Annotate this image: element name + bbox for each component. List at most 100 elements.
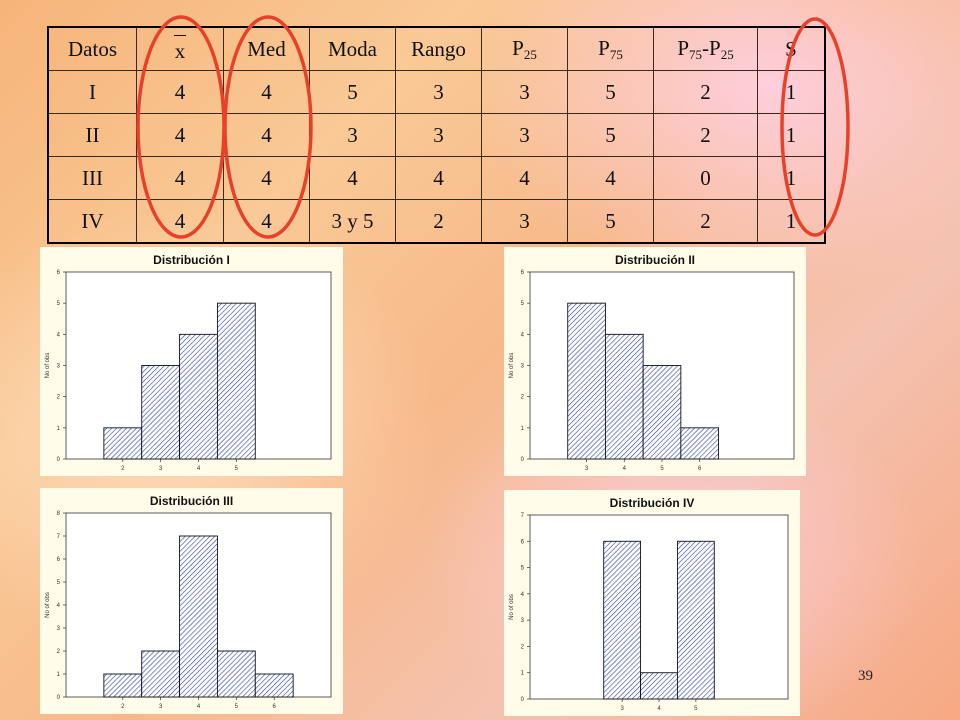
y-axis-label: No of obs (45, 353, 51, 379)
y-tick-label: 1 (57, 426, 61, 432)
x-tick-label: 5 (235, 466, 239, 472)
cell-iqr: 0 (653, 156, 758, 200)
histogram-distribucion-4: Distribución IV No of obs 0 1 2 3 4 5 6 7 3 4 5 (509, 496, 789, 712)
y-tick-label: 5 (521, 301, 525, 307)
y-tick-label: 6 (57, 557, 61, 563)
cell-iqr: 2 (653, 113, 758, 157)
cell-mean: 4 (136, 113, 224, 157)
y-tick-label: 6 (521, 270, 525, 276)
chart-title: Distribución II (615, 253, 695, 267)
cell-s: 1 (757, 199, 826, 244)
cell-med: 4 (223, 199, 310, 244)
x-tick-label: 3 (620, 706, 624, 712)
cell-p75: 5 (567, 199, 654, 244)
histogram-bar (179, 535, 218, 698)
histogram-bar (603, 540, 642, 700)
cell-datos: II (47, 113, 137, 157)
x-tick-label: 3 (159, 466, 163, 472)
x-tick-label: 6 (273, 704, 277, 710)
y-tick-label: 3 (521, 618, 525, 624)
y-axis-label: No of obs (509, 353, 515, 379)
y-tick-label: 0 (57, 457, 61, 463)
cell-s: 1 (757, 70, 826, 114)
x-tick-label: 3 (585, 466, 589, 472)
page-number: 39 (858, 668, 873, 684)
x-tick-label: 4 (657, 706, 661, 712)
cell-datos: IV (47, 199, 137, 244)
cell-datos: III (47, 156, 137, 200)
cell-med: 4 (223, 156, 310, 200)
cell-p75: 5 (567, 70, 654, 114)
cell-iqr: 2 (653, 70, 758, 114)
histogram-bar (680, 427, 720, 460)
mean-symbol: x (173, 34, 186, 64)
y-tick-label: 2 (57, 395, 61, 401)
cell-s: 1 (757, 113, 826, 157)
y-tick-label: 2 (521, 395, 525, 401)
histogram-distribucion-1: Distribución I No of obs 0 1 2 3 4 5 6 2 3 4 5 (45, 253, 332, 472)
y-tick-label: 0 (521, 457, 525, 463)
y-tick-label: 1 (57, 672, 61, 678)
table-row: I 4 4 5 3 3 5 2 1 (47, 70, 826, 114)
cell-moda: 3 (309, 113, 396, 157)
x-tick-label: 5 (235, 704, 239, 710)
stats-table: Datos x Med Moda Rango P25 P75 P75-P25 S… (47, 26, 826, 244)
table-row: II 4 4 3 3 3 5 2 1 (47, 113, 826, 157)
header-datos: Datos (47, 26, 137, 71)
header-s: S (757, 26, 826, 71)
cell-med: 4 (223, 70, 310, 114)
y-tick-label: 5 (521, 566, 525, 572)
cell-datos: I (47, 70, 137, 114)
cell-p25: 3 (481, 113, 568, 157)
y-tick-label: 1 (521, 671, 525, 677)
cell-rango: 2 (395, 199, 482, 244)
histogram-bar (103, 427, 143, 460)
cell-mean: 4 (136, 70, 224, 114)
x-tick-label: 5 (660, 466, 664, 472)
cell-rango: 4 (395, 156, 482, 200)
table-row: III 4 4 4 4 4 4 0 1 (47, 156, 826, 200)
chart-title: Distribución I (153, 253, 230, 267)
cell-mean: 4 (136, 199, 224, 244)
y-axis-label: No of obs (45, 592, 51, 618)
histogram-bar (676, 540, 715, 700)
y-tick-label: 0 (57, 695, 61, 701)
chart-panel-distribucion-3: Distribución III No of obs 0 1 2 3 4 5 6 7 8 2 3 4 5 6 (40, 488, 343, 714)
y-tick-label: 7 (521, 513, 525, 519)
x-tick-label: 6 (698, 466, 702, 472)
histogram-bar (640, 672, 678, 700)
histogram-distribucion-3: Distribución III No of obs 0 1 2 3 4 5 6 7 8 2 3 4 5 6 (45, 494, 332, 710)
histogram-bar (567, 302, 606, 460)
cell-mean: 4 (136, 156, 224, 200)
chart-title: Distribución IV (610, 496, 695, 510)
x-tick-label: 4 (197, 704, 201, 710)
header-med: Med (223, 26, 310, 71)
histogram-bar (103, 673, 143, 698)
y-tick-label: 1 (521, 426, 525, 432)
cell-p25: 3 (481, 70, 568, 114)
x-tick-label: 2 (121, 704, 125, 710)
chart-panel-distribucion-1: Distribución I No of obs 0 1 2 3 4 5 6 2 3 4 5 (40, 247, 343, 476)
y-tick-label: 4 (57, 332, 61, 338)
cell-moda: 3 y 5 (309, 199, 396, 244)
table-header-row: Datos x Med Moda Rango P25 P75 P75-P25 S (47, 26, 826, 71)
x-tick-label: 4 (197, 466, 201, 472)
cell-moda: 5 (309, 70, 396, 114)
y-tick-label: 3 (521, 364, 525, 370)
histogram-bar (254, 673, 294, 698)
histogram-bar (141, 365, 181, 460)
chart-panel-distribucion-4: Distribución IV No of obs 0 1 2 3 4 5 6 7 3 4 5 (504, 490, 800, 716)
chart-title: Distribución III (150, 494, 233, 508)
cell-p25: 4 (481, 156, 568, 200)
cell-med: 4 (223, 113, 310, 157)
histogram-distribucion-2: Distribución II No of obs 0 1 2 3 4 5 6 3 4 5 6 (509, 253, 795, 472)
cell-iqr: 2 (653, 199, 758, 244)
y-tick-label: 5 (57, 580, 61, 586)
cell-s: 1 (757, 156, 826, 200)
cell-moda: 4 (309, 156, 396, 200)
y-tick-label: 5 (57, 301, 61, 307)
histogram-bar (216, 650, 256, 698)
cell-p75: 4 (567, 156, 654, 200)
y-tick-label: 7 (57, 534, 61, 540)
table-row: IV 4 4 3 y 5 2 3 5 2 1 (47, 199, 826, 244)
